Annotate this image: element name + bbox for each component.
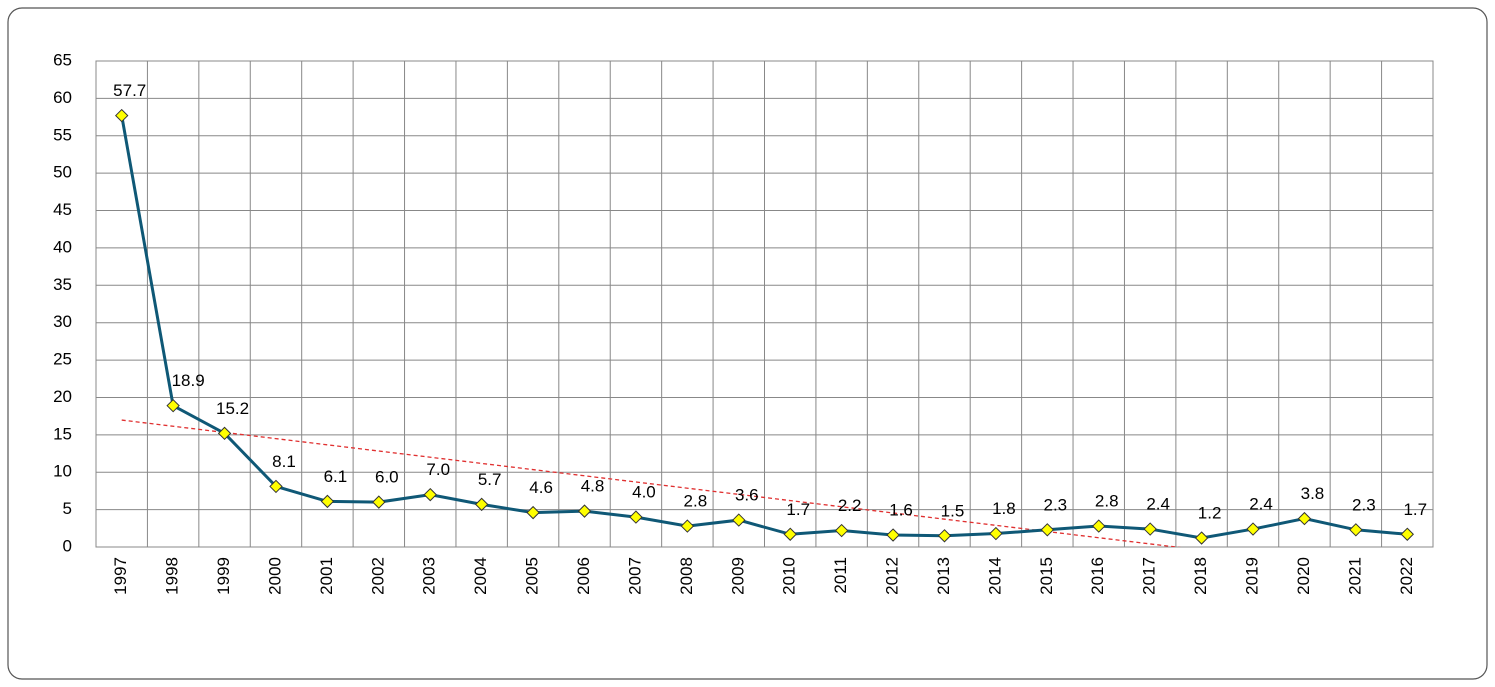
data-label: 1.8	[992, 499, 1016, 518]
data-marker	[1297, 511, 1312, 526]
data-label: 2.4	[1249, 495, 1273, 514]
y-tick-label: 20	[53, 387, 72, 406]
data-marker	[1194, 531, 1209, 545]
data-label: 15.2	[216, 399, 249, 418]
x-tick-label: 2001	[317, 557, 336, 595]
x-tick-label: 2007	[625, 557, 644, 595]
data-label: 1.2	[1198, 504, 1222, 523]
data-label: 1.5	[941, 501, 965, 520]
data-label: 57.7	[113, 81, 146, 100]
data-label: 2.3	[1044, 495, 1068, 514]
x-tick-label: 1997	[111, 557, 130, 595]
data-marker	[886, 528, 900, 542]
x-tick-label: 2000	[265, 557, 284, 595]
y-tick-label: 45	[53, 200, 72, 219]
data-label: 4.6	[529, 478, 553, 497]
x-tick-label: 2018	[1191, 557, 1210, 595]
x-tick-label: 2019	[1243, 557, 1262, 595]
data-marker	[1349, 523, 1363, 537]
x-tick-label: 2006	[574, 557, 593, 595]
data-marker	[526, 505, 540, 520]
data-marker	[834, 523, 849, 538]
trendline-group	[121, 419, 1182, 547]
y-tick-label: 40	[53, 237, 72, 256]
x-tick-label: 2015	[1037, 557, 1056, 595]
data-label: 1.7	[1403, 500, 1427, 519]
data-label: 5.7	[478, 470, 502, 489]
y-tick-label: 15	[53, 424, 72, 443]
data-label: 1.7	[786, 500, 810, 519]
x-tick-label: 2005	[523, 557, 542, 595]
data-marker	[474, 497, 489, 512]
data-marker	[783, 527, 797, 541]
data-marker	[1092, 519, 1106, 533]
y-tick-label: 50	[53, 163, 72, 182]
x-tick-label: 2016	[1088, 557, 1107, 595]
data-label: 2.3	[1352, 495, 1376, 514]
data-line	[120, 115, 1408, 540]
x-tick-label: 2014	[985, 557, 1004, 595]
data-label: 7.0	[426, 460, 450, 479]
data-marker	[989, 526, 1003, 541]
data-label: 6.0	[375, 468, 399, 487]
data-marker	[577, 504, 592, 518]
data-label: 18.9	[172, 371, 205, 390]
data-label: 2.2	[838, 496, 862, 515]
data-label: 3.6	[735, 486, 759, 505]
y-tick-label: 60	[53, 88, 72, 107]
y-tick-label: 65	[53, 50, 72, 69]
data-marker	[937, 529, 952, 543]
data-marker	[269, 479, 283, 494]
x-tick-label: 2003	[420, 557, 439, 595]
data-marker	[629, 510, 643, 524]
data-marker	[1246, 522, 1260, 536]
data-label: 4.8	[581, 477, 605, 496]
data-marker	[680, 519, 695, 533]
data-label: 2.8	[1095, 492, 1119, 511]
x-tick-label: 2021	[1345, 557, 1364, 595]
y-tick-label: 55	[53, 125, 72, 144]
x-tick-label: 2020	[1294, 557, 1313, 595]
x-tick-label: 2013	[934, 557, 953, 595]
data-marker	[217, 426, 232, 441]
x-tick-label: 1999	[214, 557, 233, 595]
data-marker	[1400, 527, 1414, 541]
y-tick-label: 35	[53, 275, 72, 294]
x-tick-label: 2008	[677, 557, 696, 595]
data-label: 3.8	[1301, 484, 1325, 503]
data-marker	[423, 487, 437, 502]
x-tick-label: 2022	[1397, 557, 1416, 595]
data-label: 8.1	[272, 452, 296, 471]
data-marker	[1143, 522, 1157, 536]
data-marker	[732, 513, 746, 527]
data-label: 4.0	[632, 483, 656, 502]
x-tick-label: 2011	[831, 557, 850, 594]
x-tick-label: 2017	[1140, 557, 1159, 595]
data-marker	[320, 494, 335, 509]
data-label: 6.1	[324, 467, 348, 486]
data-marker	[115, 108, 129, 123]
y-tick-label: 0	[63, 536, 72, 555]
data-label: 1.6	[889, 501, 913, 520]
y-tick-label: 5	[63, 499, 72, 518]
trendline	[121, 419, 1182, 547]
data-marker	[372, 495, 386, 509]
x-tick-label: 2012	[883, 557, 902, 595]
y-tick-label: 25	[53, 350, 72, 369]
data-marker	[1040, 523, 1055, 537]
y-tick-label: 10	[53, 462, 72, 481]
y-tick-label: 30	[53, 312, 72, 331]
x-tick-label: 2010	[780, 557, 799, 595]
x-tick-label: 2009	[728, 557, 747, 595]
data-label: 2.8	[684, 492, 708, 511]
data-marker	[166, 398, 180, 413]
x-tick-label: 1998	[163, 557, 182, 595]
x-tick-label: 2002	[368, 557, 387, 595]
data-label: 2.4	[1146, 495, 1170, 514]
x-tick-label: 2004	[471, 557, 490, 595]
